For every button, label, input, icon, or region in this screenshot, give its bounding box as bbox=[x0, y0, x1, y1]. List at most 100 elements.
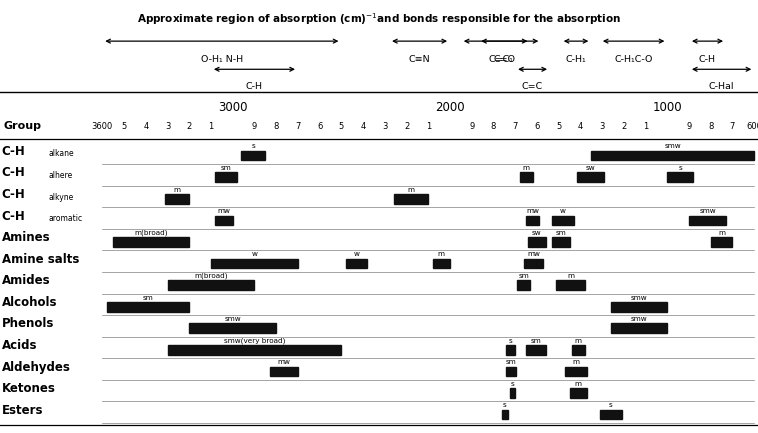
Text: Amines: Amines bbox=[2, 231, 50, 244]
Bar bbox=[524, 259, 543, 268]
Bar bbox=[190, 323, 276, 333]
Bar bbox=[600, 410, 622, 420]
Text: m: m bbox=[575, 338, 581, 344]
Text: C-H: C-H bbox=[2, 145, 25, 158]
Bar bbox=[519, 172, 533, 182]
Text: Ketones: Ketones bbox=[2, 382, 55, 395]
Bar bbox=[611, 323, 667, 333]
Bar bbox=[215, 216, 233, 225]
Text: 1000: 1000 bbox=[653, 101, 682, 114]
Text: 3: 3 bbox=[164, 122, 171, 131]
Text: m(broad): m(broad) bbox=[134, 229, 168, 236]
Text: Amides: Amides bbox=[2, 275, 50, 288]
Bar bbox=[565, 367, 587, 376]
Text: alkyne: alkyne bbox=[49, 193, 74, 202]
Bar bbox=[689, 216, 726, 225]
Text: s: s bbox=[503, 402, 507, 408]
Bar bbox=[611, 302, 667, 312]
Text: sm: sm bbox=[143, 294, 153, 301]
Bar bbox=[552, 237, 569, 247]
Text: s: s bbox=[511, 381, 515, 387]
Text: O-H₁ N-H: O-H₁ N-H bbox=[201, 55, 243, 64]
Text: 6: 6 bbox=[317, 122, 322, 131]
Text: C-H₁: C-H₁ bbox=[565, 55, 587, 64]
Bar bbox=[107, 302, 190, 312]
Text: C=O: C=O bbox=[493, 55, 515, 64]
Text: m: m bbox=[174, 187, 181, 193]
Text: s: s bbox=[609, 402, 612, 408]
Bar bbox=[506, 345, 515, 355]
Text: sm: sm bbox=[506, 359, 517, 365]
Bar bbox=[569, 388, 587, 398]
Text: Alcohols: Alcohols bbox=[2, 296, 57, 309]
Text: 1: 1 bbox=[426, 122, 431, 131]
Text: 3: 3 bbox=[382, 122, 387, 131]
Bar bbox=[509, 388, 515, 398]
Text: 3000: 3000 bbox=[218, 101, 247, 114]
Text: C-H: C-H bbox=[2, 166, 25, 179]
Text: 9: 9 bbox=[252, 122, 257, 131]
Text: C-H: C-H bbox=[699, 55, 716, 64]
Bar bbox=[433, 259, 450, 268]
Text: m: m bbox=[567, 273, 574, 279]
Text: m: m bbox=[572, 359, 580, 365]
Bar bbox=[502, 410, 508, 420]
Text: C-H: C-H bbox=[2, 210, 25, 223]
Bar bbox=[526, 216, 539, 225]
Bar bbox=[711, 237, 732, 247]
Text: 7: 7 bbox=[295, 122, 301, 131]
Bar bbox=[526, 345, 546, 355]
Text: mw: mw bbox=[528, 252, 540, 257]
Text: 7: 7 bbox=[730, 122, 735, 131]
Bar bbox=[577, 172, 604, 182]
Text: 9: 9 bbox=[469, 122, 475, 131]
Text: mw: mw bbox=[277, 359, 290, 365]
Text: 8: 8 bbox=[274, 122, 279, 131]
Text: 3: 3 bbox=[600, 122, 605, 131]
Text: 5: 5 bbox=[339, 122, 344, 131]
Text: sm: sm bbox=[531, 338, 541, 344]
Bar bbox=[270, 367, 298, 376]
Text: m: m bbox=[575, 381, 581, 387]
Text: sw: sw bbox=[532, 230, 542, 236]
Text: smw: smw bbox=[224, 316, 241, 322]
Text: C≡N: C≡N bbox=[409, 55, 431, 64]
Text: 4: 4 bbox=[143, 122, 149, 131]
Text: smw(very broad): smw(very broad) bbox=[224, 337, 285, 344]
Text: Amine salts: Amine salts bbox=[2, 253, 79, 266]
Text: s: s bbox=[678, 165, 682, 171]
Text: 2: 2 bbox=[186, 122, 192, 131]
Text: mw: mw bbox=[218, 208, 230, 214]
Text: Esters: Esters bbox=[2, 404, 43, 417]
Text: smw: smw bbox=[631, 316, 647, 322]
Text: 8: 8 bbox=[708, 122, 713, 131]
Bar bbox=[556, 280, 584, 290]
Text: sm: sm bbox=[221, 165, 231, 171]
Text: 5: 5 bbox=[121, 122, 127, 131]
Text: smw: smw bbox=[699, 208, 716, 214]
Text: w: w bbox=[252, 252, 258, 257]
Text: C-Hal: C-Hal bbox=[709, 82, 735, 91]
Text: sm: sm bbox=[518, 273, 529, 279]
Text: sm: sm bbox=[556, 230, 566, 236]
Text: w: w bbox=[354, 252, 359, 257]
Text: m(broad): m(broad) bbox=[194, 272, 227, 279]
Text: Group: Group bbox=[3, 121, 41, 132]
Text: m: m bbox=[407, 187, 415, 193]
Bar bbox=[113, 237, 190, 247]
Bar bbox=[572, 345, 584, 355]
Bar bbox=[552, 216, 574, 225]
Text: Aldehydes: Aldehydes bbox=[2, 361, 70, 374]
Text: alhere: alhere bbox=[49, 171, 73, 180]
Text: w: w bbox=[560, 208, 566, 214]
Text: sw: sw bbox=[586, 165, 596, 171]
Text: m: m bbox=[522, 165, 530, 171]
Text: smw: smw bbox=[631, 294, 647, 301]
Text: 2: 2 bbox=[404, 122, 409, 131]
Text: aromatic: aromatic bbox=[49, 214, 83, 223]
Text: 1: 1 bbox=[643, 122, 648, 131]
Text: C-H₁C-O: C-H₁C-O bbox=[615, 55, 653, 64]
Bar bbox=[667, 172, 694, 182]
Bar bbox=[211, 259, 298, 268]
Text: s: s bbox=[509, 338, 512, 344]
